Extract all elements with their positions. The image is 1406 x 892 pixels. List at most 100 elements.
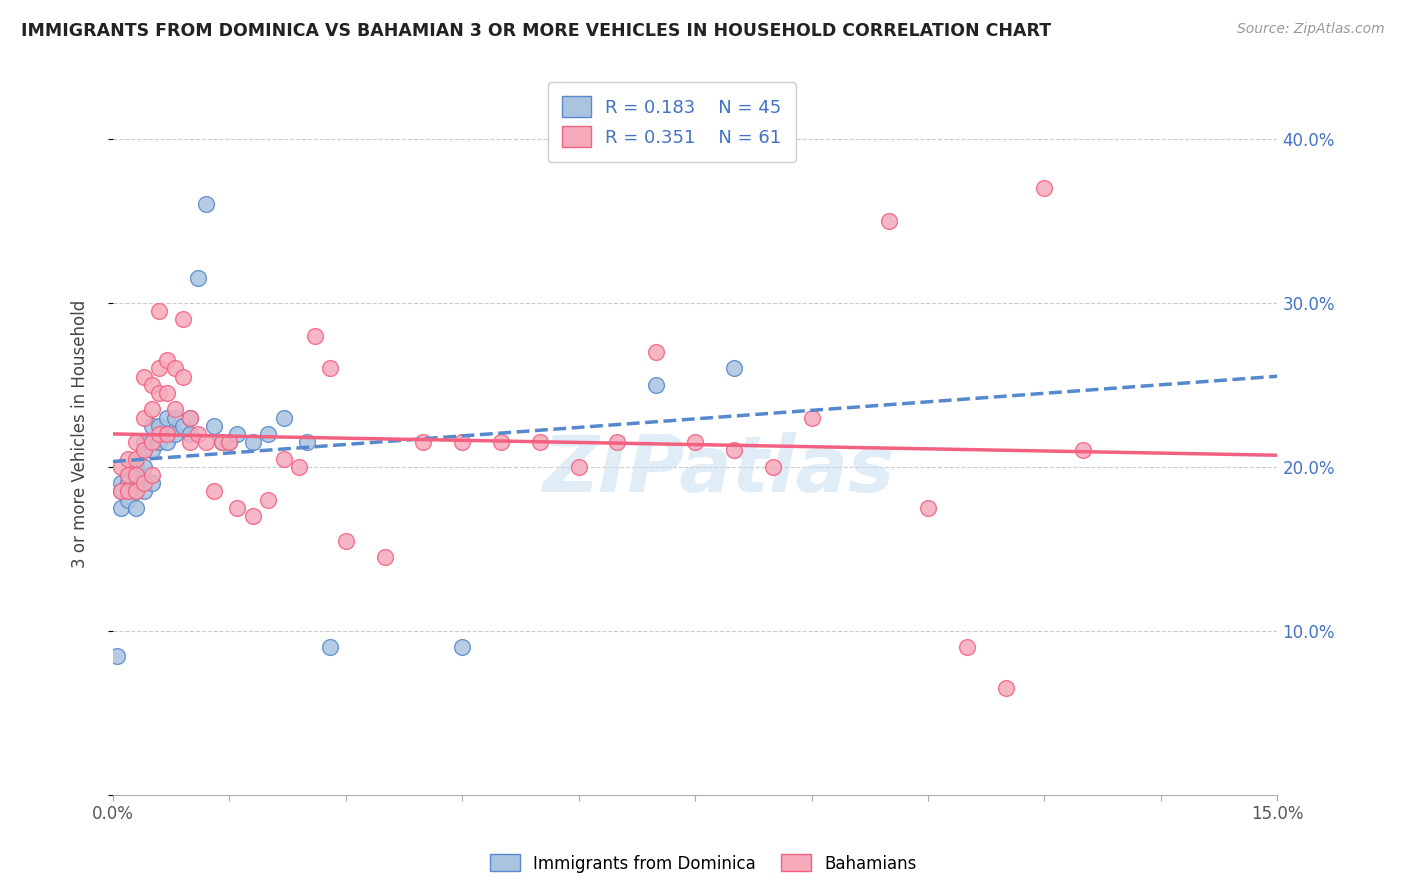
Point <box>105 648 128 663</box>
Point <box>125 476 148 491</box>
Point <box>110 500 132 515</box>
Point <box>110 484 132 499</box>
Point <box>148 427 170 442</box>
Point <box>319 640 342 655</box>
Point <box>132 443 155 458</box>
Point <box>218 435 240 450</box>
Point <box>117 468 139 483</box>
Point <box>1033 181 1056 195</box>
Point <box>132 435 155 450</box>
Point <box>156 386 179 401</box>
Point <box>568 459 591 474</box>
Point <box>117 468 139 483</box>
Point <box>762 459 785 474</box>
Point <box>125 468 148 483</box>
Point <box>132 476 155 491</box>
Point <box>141 476 163 491</box>
Point <box>917 500 939 515</box>
Point <box>141 443 163 458</box>
Point <box>117 476 139 491</box>
Point <box>1071 443 1094 458</box>
Point <box>335 533 357 548</box>
Point <box>179 410 201 425</box>
Point <box>141 418 163 433</box>
Point <box>529 435 551 450</box>
Point <box>994 681 1017 696</box>
Point <box>195 435 218 450</box>
Point <box>451 640 474 655</box>
Point <box>141 402 163 417</box>
Point <box>645 345 668 359</box>
Point <box>125 459 148 474</box>
Point <box>141 435 163 450</box>
Point <box>295 435 318 450</box>
Text: ZIPatlas: ZIPatlas <box>543 432 894 508</box>
Y-axis label: 3 or more Vehicles in Household: 3 or more Vehicles in Household <box>72 300 89 568</box>
Text: Source: ZipAtlas.com: Source: ZipAtlas.com <box>1237 22 1385 37</box>
Point <box>132 369 155 384</box>
Point <box>202 418 225 433</box>
Point <box>683 435 706 450</box>
Point <box>110 484 132 499</box>
Point <box>211 435 233 450</box>
Point <box>172 312 194 326</box>
Point <box>211 435 233 450</box>
Point <box>179 410 201 425</box>
Point <box>156 410 179 425</box>
Point <box>125 435 148 450</box>
Point <box>218 435 240 450</box>
Point <box>156 435 179 450</box>
Point <box>723 361 745 376</box>
Point <box>172 369 194 384</box>
Point <box>257 427 280 442</box>
Point <box>242 435 264 450</box>
Point <box>163 410 186 425</box>
Point <box>156 427 179 442</box>
Point <box>141 468 163 483</box>
Point <box>148 418 170 433</box>
Point <box>304 328 326 343</box>
Point <box>132 484 155 499</box>
Text: IMMIGRANTS FROM DOMINICA VS BAHAMIAN 3 OR MORE VEHICLES IN HOUSEHOLD CORRELATION: IMMIGRANTS FROM DOMINICA VS BAHAMIAN 3 O… <box>21 22 1052 40</box>
Point <box>163 361 186 376</box>
Point <box>141 377 163 392</box>
Point <box>110 476 132 491</box>
Point <box>288 459 311 474</box>
Point <box>163 427 186 442</box>
Point <box>645 377 668 392</box>
Point <box>273 451 295 466</box>
Point <box>125 484 148 499</box>
Point <box>242 509 264 524</box>
Point <box>125 500 148 515</box>
Point <box>141 435 163 450</box>
Point <box>489 435 512 450</box>
Point <box>412 435 434 450</box>
Point <box>117 492 139 507</box>
Point <box>163 402 186 417</box>
Point <box>110 459 132 474</box>
Point <box>226 427 249 442</box>
Legend: R = 0.183    N = 45, R = 0.351    N = 61: R = 0.183 N = 45, R = 0.351 N = 61 <box>547 82 796 161</box>
Point <box>187 427 209 442</box>
Point <box>877 213 900 227</box>
Point <box>195 197 218 211</box>
Point <box>148 304 170 318</box>
Point <box>117 484 139 499</box>
Point <box>148 361 170 376</box>
Point <box>156 427 179 442</box>
Point <box>148 386 170 401</box>
Point <box>132 410 155 425</box>
Point <box>156 353 179 368</box>
Point <box>800 410 823 425</box>
Point <box>125 468 148 483</box>
Point <box>117 484 139 499</box>
Point <box>226 500 249 515</box>
Point <box>132 459 155 474</box>
Point <box>125 484 148 499</box>
Point <box>132 443 155 458</box>
Point <box>148 435 170 450</box>
Point <box>374 550 396 565</box>
Point <box>606 435 628 450</box>
Point <box>202 484 225 499</box>
Point <box>187 271 209 285</box>
